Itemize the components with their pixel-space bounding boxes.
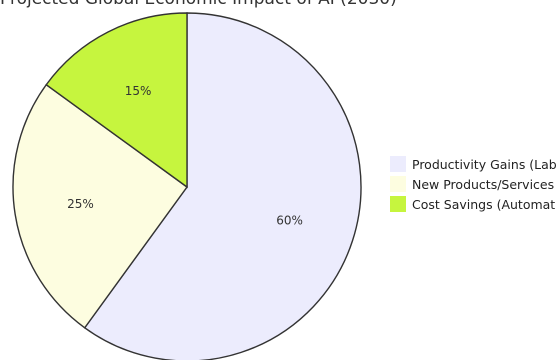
legend-swatch-2 — [390, 176, 406, 192]
pie-labels: 60% 25% 15% — [67, 84, 303, 227]
legend-label-2: New Products/Services — [412, 177, 554, 192]
legend: Productivity Gains (Labor Augmentation) N… — [390, 156, 556, 212]
pie-slice-2 — [12, 83, 188, 329]
chart-title: Projected Global Economic Impact of AI (… — [0, 0, 556, 9]
slice-label-1: 60% — [276, 213, 303, 227]
legend-label-1: Productivity Gains (Labor Augmentation) — [412, 157, 556, 172]
pie-slice-1 — [83, 12, 362, 360]
legend-swatch-1 — [390, 156, 406, 172]
slice-label-2: 25% — [67, 197, 94, 211]
legend-label-3: Cost Savings (Automation) — [412, 197, 556, 212]
legend-swatch-3 — [390, 196, 406, 212]
pie-slice-3 — [45, 12, 188, 189]
slice-label-3: 15% — [125, 84, 152, 98]
pie-slices — [12, 12, 362, 360]
